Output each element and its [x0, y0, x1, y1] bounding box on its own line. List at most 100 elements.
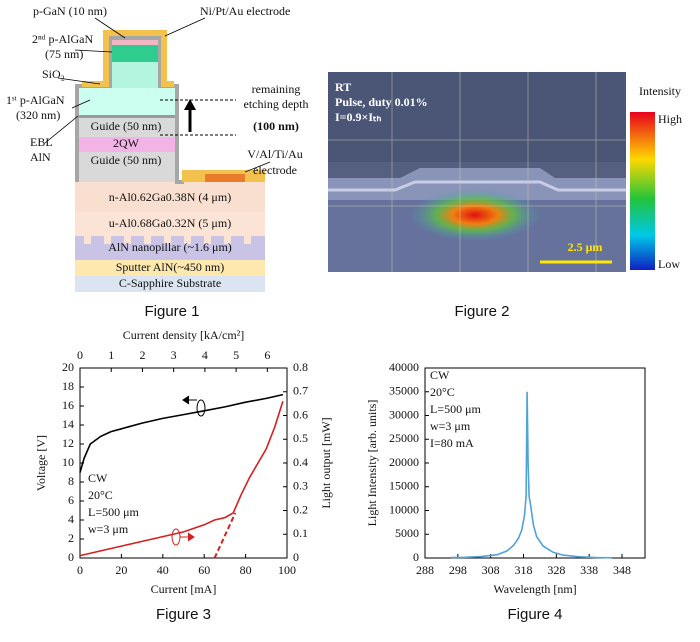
y2-tick-label: 0.2: [293, 502, 308, 516]
annotation: 20°C: [88, 488, 113, 502]
series-line: [79, 401, 284, 557]
x-tick-label: 308: [482, 563, 500, 577]
y-tick-label: 5000: [395, 526, 419, 540]
x2-tick-label: 4: [202, 348, 208, 362]
x-tick-label: 348: [613, 563, 631, 577]
diagram-label: Sputter AlN(~450 nm): [116, 260, 225, 274]
y-tick-label: 25000: [389, 431, 419, 445]
x-tick-label: 60: [198, 563, 210, 577]
x-tick-label: 328: [547, 563, 565, 577]
diagram-label: (320 nm): [16, 108, 60, 122]
x-axis-label: Wavelength [nm]: [493, 582, 576, 596]
overlay-text: Pulse, duty 0.01%: [335, 95, 428, 109]
diagram-label: C-Sapphire Substrate: [119, 276, 221, 290]
figure-caption: Figure 4: [507, 606, 562, 623]
diagram-label: EBL: [30, 135, 53, 149]
x-tick-label: 40: [157, 563, 169, 577]
y2-tick-label: 0.5: [293, 431, 308, 445]
colorbar-title: Intensity: [639, 84, 681, 98]
x-tick-label: 20: [115, 563, 127, 577]
y-tick-label: 2: [68, 531, 74, 545]
overlay-text: I=0.9×Iₜₕ: [335, 110, 382, 124]
x-tick-label: 80: [240, 563, 252, 577]
figure-caption: Figure 3: [156, 606, 211, 623]
x2-tick-label: 2: [139, 348, 145, 362]
diagram-label: 2ⁿᵈ p-AlGaN: [32, 32, 94, 46]
y2-tick-label: 0.7: [293, 384, 308, 398]
diagram-label: u-Al0.68Ga0.32N (5 μm): [109, 216, 231, 230]
annotation: I=80 mA: [430, 436, 474, 450]
diagram-label: p-GaN (10 nm): [33, 4, 107, 18]
annotation: CW: [430, 368, 450, 382]
x-tick-label: 100: [278, 563, 296, 577]
x2-tick-label: 6: [264, 348, 270, 362]
y-tick-label: 8: [68, 474, 74, 488]
x-tick-label: 288: [416, 563, 434, 577]
y-tick-label: 6: [68, 493, 74, 507]
y-tick-label: 0: [413, 550, 419, 564]
y2-tick-label: 0.1: [293, 526, 308, 540]
series-line: [451, 391, 613, 559]
y2-tick-label: 0.6: [293, 407, 308, 421]
diagram-label: AlN: [30, 150, 51, 164]
scale-bar-label: 2.5 μm: [568, 240, 603, 254]
y-tick-label: 30000: [389, 407, 419, 421]
annotation: w=3 μm: [430, 419, 471, 433]
diagram-label: electrode: [253, 163, 297, 177]
diagram-label: 2QW: [113, 136, 140, 150]
y-tick-label: 4: [68, 512, 74, 526]
colorbar-low: Low: [658, 257, 680, 271]
figure-caption: Figure 1: [144, 303, 199, 320]
diagram-label: Guide (50 nm): [91, 119, 162, 133]
annotation: w=3 μm: [88, 522, 129, 536]
diagram-label: SiO₂: [42, 67, 65, 81]
diagram-label: n-Al0.62Ga0.38N (4 μm): [109, 190, 231, 204]
axis-markers: [171, 395, 206, 546]
figure-caption: Figure 2: [454, 303, 509, 320]
diagram-label: V/Al/Ti/Au: [247, 147, 303, 161]
annotation: L=500 μm: [88, 505, 140, 519]
y-axis-label: Light Intensity [arb. units]: [365, 400, 379, 527]
series-line: [79, 393, 284, 473]
x-tick-label: 318: [515, 563, 533, 577]
y-tick-label: 12: [62, 436, 74, 450]
x-tick-label: 0: [77, 563, 83, 577]
x-tick-label: 338: [580, 563, 598, 577]
x2-tick-label: 0: [77, 348, 83, 362]
y-tick-label: 16: [62, 398, 74, 412]
diagram-label: AlN nanopillar (~1.6 μm): [108, 240, 232, 254]
y-tick-label: 18: [62, 379, 74, 393]
x2-tick-label: 3: [171, 348, 177, 362]
diagram-label: Guide (50 nm): [91, 153, 162, 167]
diagram-label: Ni/Pt/Au electrode: [200, 4, 290, 18]
diagram-label: 1ˢᵗ p-AlGaN: [6, 93, 65, 107]
annotation: 20°C: [430, 385, 455, 399]
annotation: L=500 μm: [430, 402, 482, 416]
diagram-label: etching depth: [244, 97, 309, 111]
y2-tick-label: 0: [293, 550, 299, 564]
y-axis-label: Voltage [V]: [34, 435, 48, 491]
y2-tick-label: 0.3: [293, 479, 308, 493]
diagram-label: (100 nm): [253, 119, 299, 133]
y-tick-label: 10000: [389, 502, 419, 516]
diagram-label: remaining: [252, 82, 301, 96]
colorbar-high: High: [658, 112, 682, 126]
device-diagram: [44, 17, 271, 292]
series-line: [213, 512, 237, 559]
x2-tick-label: 5: [233, 348, 239, 362]
y-tick-label: 40000: [389, 360, 419, 374]
y-tick-label: 20: [62, 360, 74, 374]
y-tick-label: 35000: [389, 384, 419, 398]
x2-axis-label: Current density [kA/cm²]: [123, 328, 245, 342]
y-tick-label: 0: [68, 550, 74, 564]
y-tick-label: 15000: [389, 479, 419, 493]
x-tick-label: 298: [449, 563, 467, 577]
y2-tick-label: 0.8: [293, 360, 308, 374]
annotation: CW: [88, 471, 108, 485]
x2-tick-label: 1: [108, 348, 114, 362]
y2-axis-label: Light output [mW]: [319, 417, 333, 508]
diagram-label: (75 nm): [45, 47, 83, 61]
y-tick-label: 10: [62, 455, 74, 469]
